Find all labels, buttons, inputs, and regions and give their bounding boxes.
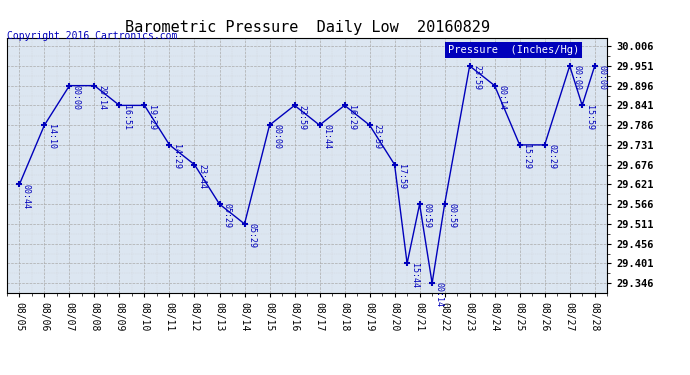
Text: 02:29: 02:29 [547,144,556,169]
Text: 16:29: 16:29 [347,105,356,130]
Title: Barometric Pressure  Daily Low  20160829: Barometric Pressure Daily Low 20160829 [125,20,489,35]
Text: Copyright 2016 Cartronics.com: Copyright 2016 Cartronics.com [7,32,177,41]
Text: 00:44: 00:44 [22,184,31,209]
Text: 00:00: 00:00 [72,85,81,110]
Text: 14:10: 14:10 [47,124,56,149]
Text: 17:59: 17:59 [397,164,406,189]
Text: 00:59: 00:59 [447,203,456,228]
Text: 15:59: 15:59 [584,105,593,130]
Text: 23:59: 23:59 [372,124,381,149]
Text: 14:29: 14:29 [172,144,181,169]
Text: 16:51: 16:51 [122,105,131,130]
Text: 00:00: 00:00 [598,65,607,90]
Text: 23:59: 23:59 [297,105,306,130]
Text: 00:00: 00:00 [272,124,281,149]
Text: Pressure  (Inches/Hg): Pressure (Inches/Hg) [448,45,580,55]
Text: 23:44: 23:44 [197,164,206,189]
Text: 15:29: 15:29 [522,144,531,169]
Text: 05:29: 05:29 [247,223,256,248]
Text: 00:14: 00:14 [497,85,506,110]
Text: 00:59: 00:59 [422,203,431,228]
Text: 05:29: 05:29 [222,203,231,228]
Text: 19:29: 19:29 [147,105,156,130]
Text: 15:44: 15:44 [410,263,419,288]
Text: 00:00: 00:00 [572,65,581,90]
Text: 00:14: 00:14 [435,282,444,308]
Text: 20:14: 20:14 [97,85,106,110]
Text: 01:44: 01:44 [322,124,331,149]
Text: 23:59: 23:59 [472,65,481,90]
